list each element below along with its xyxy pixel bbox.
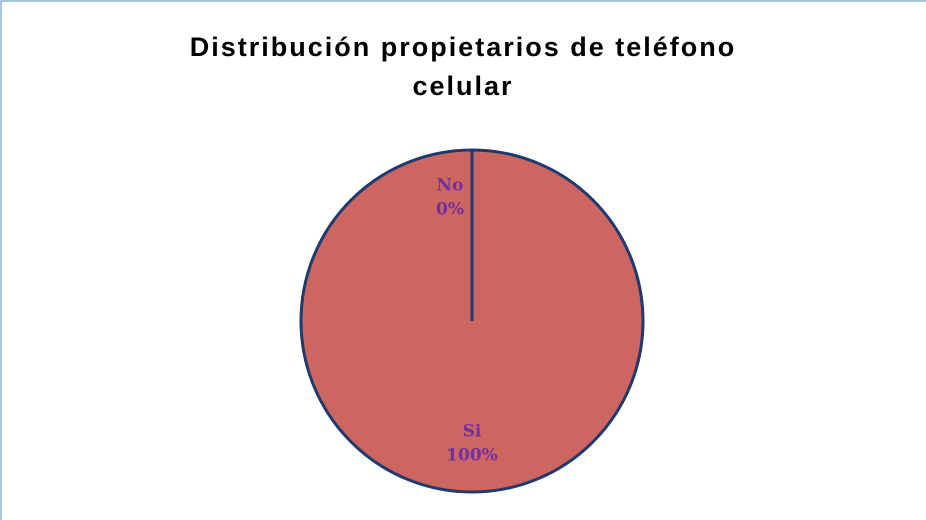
slice-category-label: Si — [463, 422, 482, 442]
slice-value-label: 100% — [446, 446, 498, 466]
slice-value-label: 0% — [436, 199, 464, 219]
slice-category-label: No — [437, 175, 464, 195]
chart-title: Distribución propietarios de teléfono ce… — [189, 32, 737, 101]
